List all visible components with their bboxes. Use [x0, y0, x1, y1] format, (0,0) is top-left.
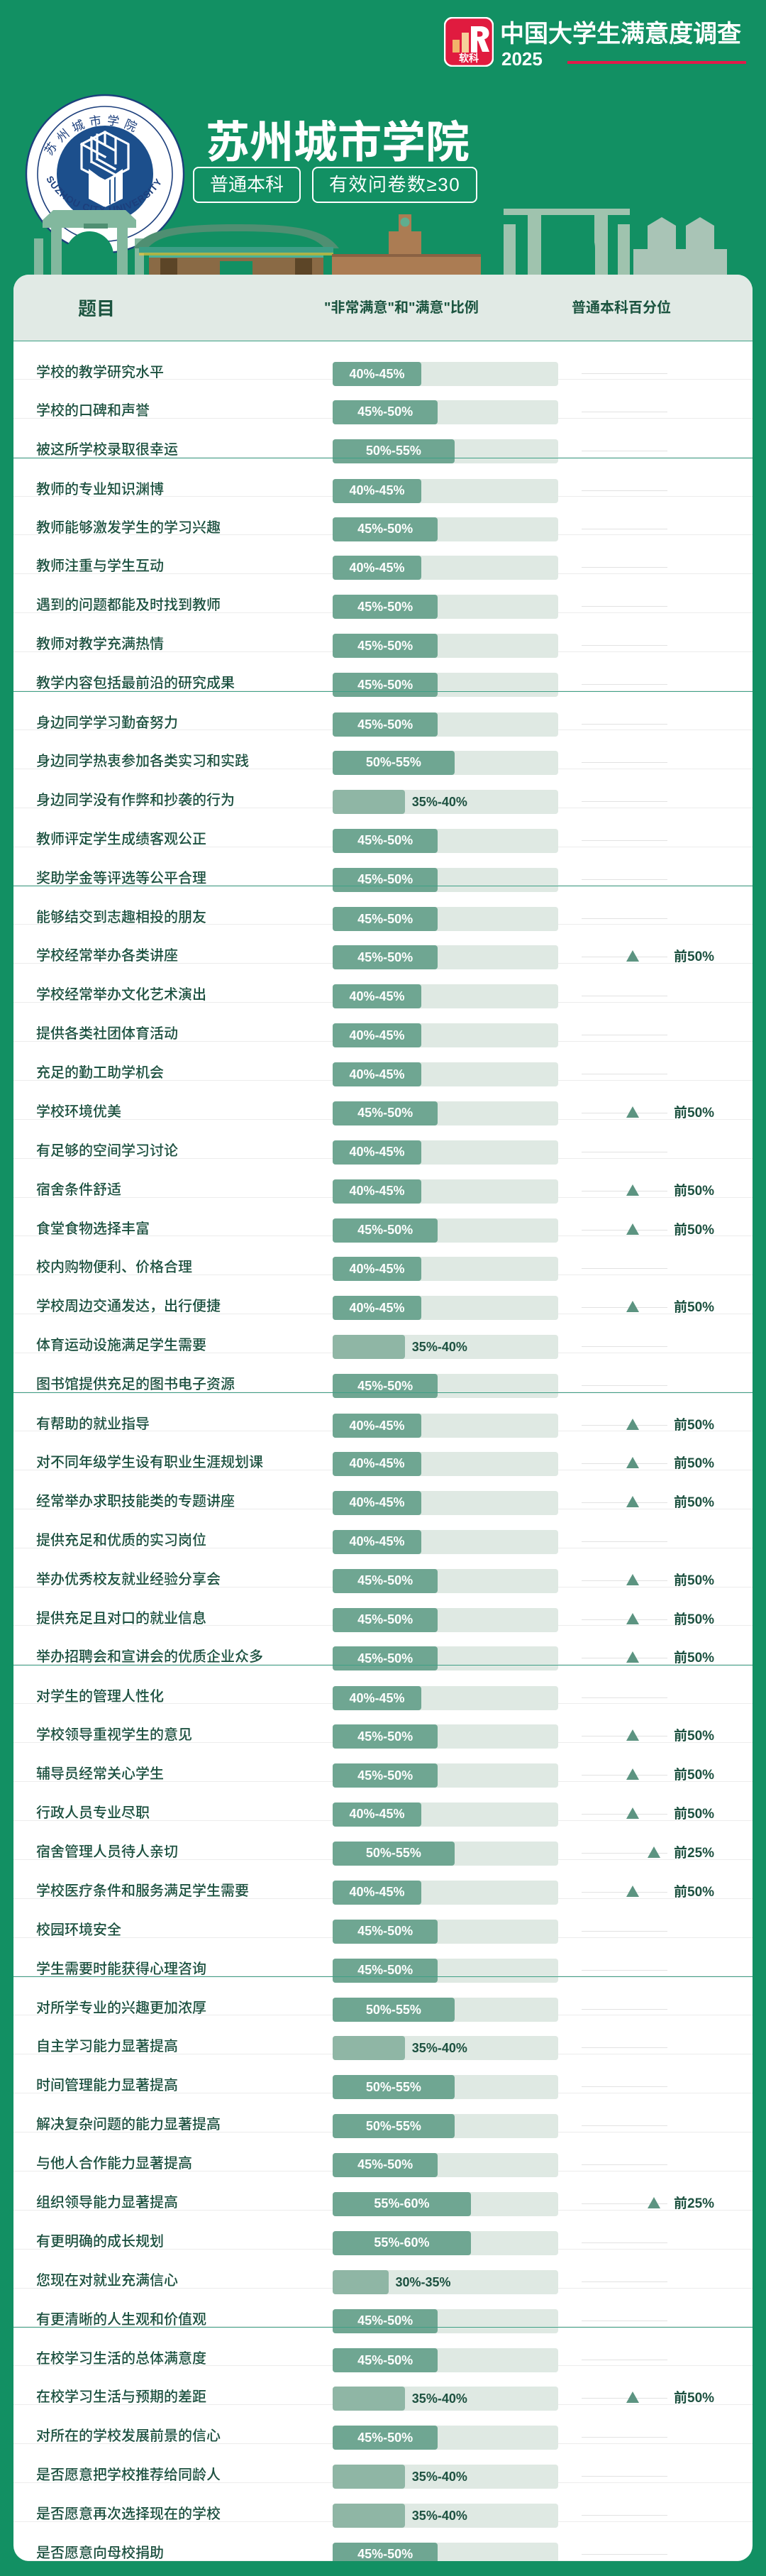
svg-text:软科: 软科 [459, 53, 479, 64]
